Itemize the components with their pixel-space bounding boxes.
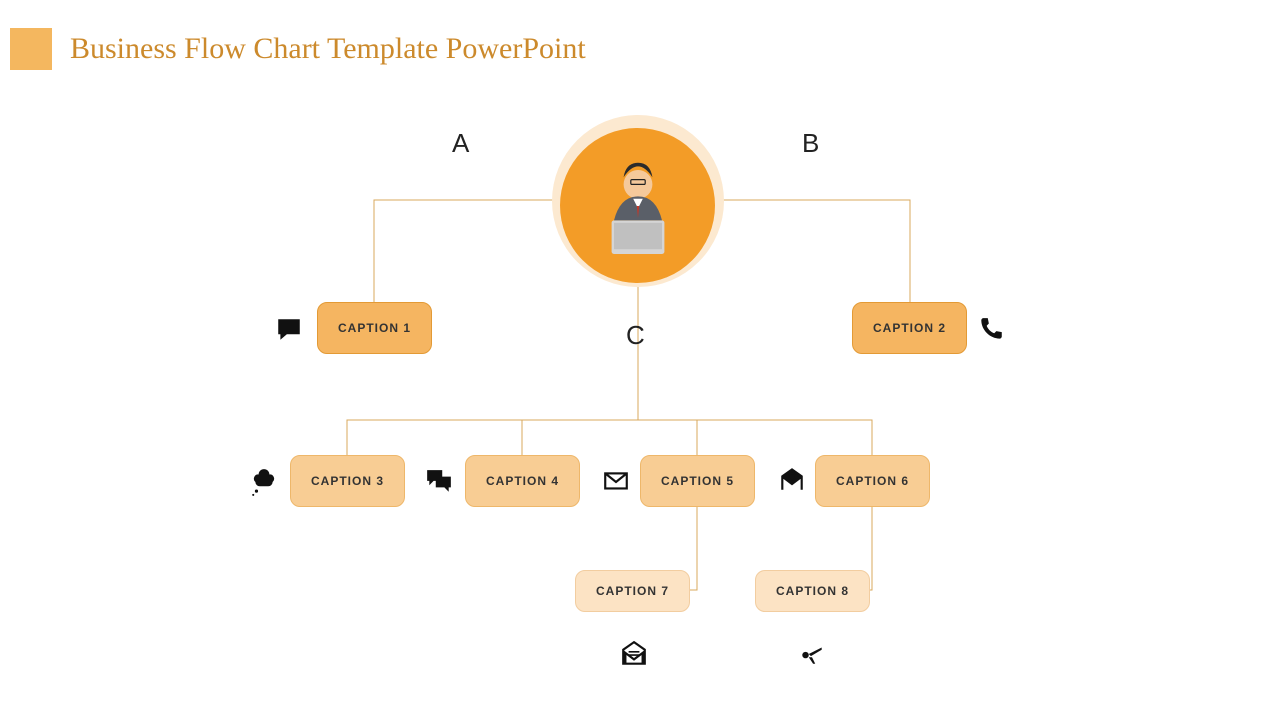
openmail-icon [620, 640, 648, 668]
flowchart-edges [0, 0, 1280, 720]
caption-box-n4: CAPTION 4 [465, 455, 580, 507]
caption-box-n5: CAPTION 5 [640, 455, 755, 507]
atmail-icon [778, 466, 806, 494]
chat-icon [275, 316, 303, 344]
thought-icon [250, 468, 278, 496]
caption-box-n2: CAPTION 2 [852, 302, 967, 354]
caption-box-n3: CAPTION 3 [290, 455, 405, 507]
caption-box-n8: CAPTION 8 [755, 570, 870, 612]
phone-icon [977, 316, 1005, 344]
caption-box-n6: CAPTION 6 [815, 455, 930, 507]
mail-icon [602, 468, 630, 496]
branch-label-c: C [626, 320, 645, 351]
avatar-circle [560, 128, 715, 283]
caption-box-n7: CAPTION 7 [575, 570, 690, 612]
branch-label-a: A [452, 128, 469, 159]
branch-label-b: B [802, 128, 819, 159]
chats-icon [425, 468, 453, 496]
caption-box-n1: CAPTION 1 [317, 302, 432, 354]
businessman-icon [578, 146, 698, 266]
megaphone-icon [798, 640, 826, 668]
